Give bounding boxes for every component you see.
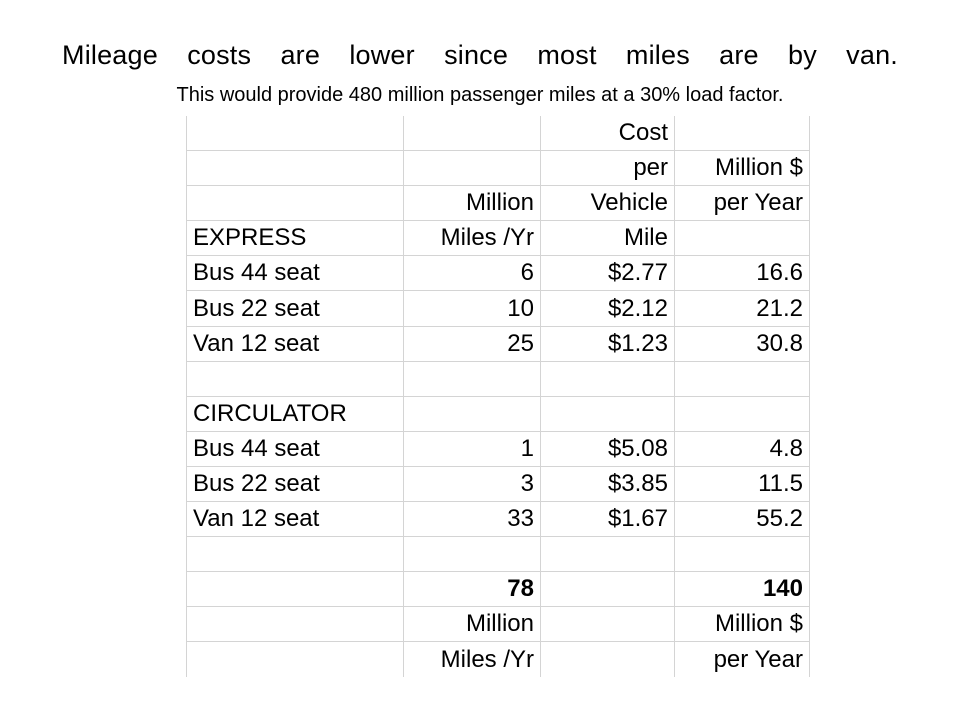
miles-value: 25	[403, 325, 541, 362]
table-cell	[403, 360, 541, 397]
table-row: Bus 44 seat 6 $2.77 16.6	[186, 255, 810, 292]
total-miles-unit: Million	[403, 606, 541, 643]
annual-cost-value: 16.6	[674, 255, 810, 292]
cost-value: $3.85	[540, 465, 675, 503]
vehicle-label: Bus 44 seat	[186, 430, 404, 467]
column-header-million-dollars: per Year	[674, 185, 810, 222]
totals-unit-row: Miles /Yr per Year	[186, 641, 810, 677]
table-cell	[674, 395, 810, 432]
table-cell	[540, 395, 675, 432]
annual-cost-value: 30.8	[674, 325, 810, 362]
column-header-cost: per	[540, 150, 675, 187]
annual-cost-value: 11.5	[674, 465, 810, 503]
table-cell	[674, 116, 810, 152]
table-row: Bus 22 seat 10 $2.12 21.2	[186, 290, 810, 327]
table-row: Bus 22 seat 3 $3.85 11.5	[186, 465, 810, 503]
cost-value: $1.67	[540, 501, 675, 538]
miles-value: 10	[403, 290, 541, 327]
vehicle-label: Bus 44 seat	[186, 255, 404, 292]
slide-subtitle: This would provide 480 million passenger…	[176, 84, 784, 106]
table-cell	[186, 571, 404, 608]
column-header-cost: Cost	[540, 116, 675, 152]
table-cell	[403, 116, 541, 152]
table-cell	[540, 571, 675, 608]
header-row-1: Cost	[186, 116, 810, 152]
annual-cost-value: 55.2	[674, 501, 810, 538]
table-cell	[186, 536, 404, 573]
table-cell	[674, 360, 810, 397]
totals-row: 78 140	[186, 571, 810, 608]
total-cost-unit: per Year	[674, 641, 810, 677]
table-cell	[540, 641, 675, 677]
vehicle-label: Bus 22 seat	[186, 465, 404, 503]
section-label-express: EXPRESS	[186, 220, 404, 257]
table-cell	[186, 641, 404, 677]
cost-table: Cost per Million $ Million Vehicle per Y…	[186, 116, 810, 677]
table-cell	[186, 606, 404, 643]
table-cell	[540, 606, 675, 643]
column-header-miles: Million	[403, 185, 541, 222]
slide-title: Mileage costs are lower since most miles…	[62, 40, 898, 70]
section-row: CIRCULATOR	[186, 395, 810, 432]
cost-value: $1.23	[540, 325, 675, 362]
column-header-million-dollars: Million $	[674, 150, 810, 187]
total-cost-unit: Million $	[674, 606, 810, 643]
table-row: Bus 44 seat 1 $5.08 4.8	[186, 430, 810, 467]
vehicle-label: Bus 22 seat	[186, 290, 404, 327]
table-row: Van 12 seat 25 $1.23 30.8	[186, 325, 810, 362]
miles-value: 3	[403, 465, 541, 503]
table-cell	[540, 360, 675, 397]
table-cell	[403, 395, 541, 432]
column-header-miles: Miles /Yr	[403, 220, 541, 257]
table-cell	[403, 150, 541, 187]
blank-row	[186, 360, 810, 397]
totals-unit-row: Million Million $	[186, 606, 810, 643]
header-row-2: per Million $	[186, 150, 810, 187]
cost-value: $5.08	[540, 430, 675, 467]
annual-cost-value: 4.8	[674, 430, 810, 467]
miles-value: 6	[403, 255, 541, 292]
cost-value: $2.12	[540, 290, 675, 327]
header-row-3: Million Vehicle per Year	[186, 185, 810, 222]
header-row-4: EXPRESS Miles /Yr Mile	[186, 220, 810, 257]
table-cell	[186, 116, 404, 152]
vehicle-label: Van 12 seat	[186, 501, 404, 538]
section-label-circulator: CIRCULATOR	[186, 395, 404, 432]
annual-cost-value: 21.2	[674, 290, 810, 327]
miles-value: 33	[403, 501, 541, 538]
column-header-cost: Vehicle	[540, 185, 675, 222]
table-row: Van 12 seat 33 $1.67 55.2	[186, 501, 810, 538]
cost-value: $2.77	[540, 255, 675, 292]
table-cell	[674, 220, 810, 257]
table-cell	[186, 185, 404, 222]
total-miles: 78	[403, 571, 541, 608]
table-cell	[674, 536, 810, 573]
total-miles-unit: Miles /Yr	[403, 641, 541, 677]
table-cell	[540, 536, 675, 573]
table-cell	[186, 150, 404, 187]
miles-value: 1	[403, 430, 541, 467]
blank-row	[186, 536, 810, 573]
total-cost: 140	[674, 571, 810, 608]
table-cell	[403, 536, 541, 573]
table-cell	[186, 360, 404, 397]
vehicle-label: Van 12 seat	[186, 325, 404, 362]
column-header-cost: Mile	[540, 220, 675, 257]
